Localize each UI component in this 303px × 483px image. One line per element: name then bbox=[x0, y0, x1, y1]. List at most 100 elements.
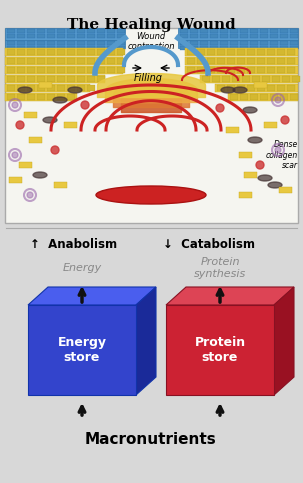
Bar bbox=[220, 41, 228, 45]
Bar bbox=[237, 49, 245, 55]
Bar bbox=[87, 41, 95, 45]
Bar bbox=[279, 187, 292, 193]
Bar bbox=[287, 67, 295, 73]
Bar bbox=[67, 49, 75, 55]
Bar bbox=[57, 49, 65, 55]
Bar bbox=[197, 58, 205, 64]
Bar bbox=[282, 76, 290, 82]
Bar bbox=[280, 94, 288, 100]
Bar bbox=[107, 41, 115, 45]
Bar bbox=[97, 67, 105, 73]
Bar bbox=[277, 58, 285, 64]
Bar bbox=[250, 94, 258, 100]
Bar bbox=[7, 41, 15, 45]
Bar bbox=[77, 67, 85, 73]
Bar bbox=[67, 34, 75, 38]
Bar bbox=[37, 49, 45, 55]
Bar bbox=[7, 46, 15, 50]
Bar bbox=[57, 29, 65, 33]
Bar bbox=[97, 58, 105, 64]
Bar bbox=[260, 46, 268, 50]
Bar bbox=[187, 67, 195, 73]
Bar bbox=[210, 41, 218, 45]
Bar bbox=[67, 76, 75, 82]
Bar bbox=[47, 58, 55, 64]
Bar bbox=[47, 41, 55, 45]
Bar bbox=[64, 122, 77, 128]
Bar bbox=[97, 29, 105, 33]
Bar bbox=[17, 34, 25, 38]
Bar bbox=[27, 94, 35, 100]
Bar bbox=[237, 67, 245, 73]
Bar bbox=[107, 34, 115, 38]
Bar bbox=[57, 46, 65, 50]
Bar bbox=[210, 29, 218, 33]
Bar bbox=[5, 28, 298, 223]
Bar bbox=[5, 66, 123, 74]
Bar bbox=[17, 85, 25, 91]
Bar bbox=[27, 34, 35, 38]
Bar bbox=[267, 85, 275, 91]
Bar bbox=[267, 49, 275, 55]
Bar bbox=[240, 94, 248, 100]
Bar bbox=[5, 40, 125, 48]
Bar bbox=[178, 28, 298, 40]
Bar bbox=[257, 67, 265, 73]
Bar bbox=[37, 76, 45, 82]
Bar bbox=[200, 29, 208, 33]
Bar bbox=[264, 122, 277, 128]
Text: Energy
store: Energy store bbox=[58, 336, 106, 364]
Bar bbox=[5, 28, 125, 40]
Bar bbox=[210, 34, 218, 38]
Bar bbox=[57, 94, 65, 100]
Bar bbox=[185, 57, 298, 65]
Bar bbox=[37, 94, 45, 100]
Bar bbox=[287, 85, 295, 91]
Bar bbox=[29, 137, 42, 143]
Bar bbox=[220, 34, 228, 38]
Bar bbox=[230, 29, 238, 33]
Text: Protein
store: Protein store bbox=[195, 336, 245, 364]
Text: Macronutrients: Macronutrients bbox=[85, 432, 217, 448]
Bar bbox=[87, 67, 95, 73]
Bar bbox=[180, 29, 188, 33]
Bar bbox=[87, 76, 95, 82]
Ellipse shape bbox=[268, 182, 282, 188]
Circle shape bbox=[12, 102, 18, 108]
Bar bbox=[57, 67, 65, 73]
Bar bbox=[227, 67, 235, 73]
Bar bbox=[117, 49, 125, 55]
Bar bbox=[7, 67, 15, 73]
Bar bbox=[67, 94, 75, 100]
Bar bbox=[27, 29, 35, 33]
Bar bbox=[239, 152, 252, 158]
Bar bbox=[190, 29, 198, 33]
Bar bbox=[24, 112, 37, 118]
Bar bbox=[97, 41, 105, 45]
Bar bbox=[267, 58, 275, 64]
Circle shape bbox=[256, 161, 264, 169]
Bar bbox=[54, 182, 67, 188]
Bar bbox=[250, 41, 258, 45]
Circle shape bbox=[275, 97, 281, 103]
Bar bbox=[17, 46, 25, 50]
Bar bbox=[270, 94, 278, 100]
Bar bbox=[270, 41, 278, 45]
Bar bbox=[27, 49, 35, 55]
Bar bbox=[260, 94, 268, 100]
Bar bbox=[17, 49, 25, 55]
Bar bbox=[230, 34, 238, 38]
Bar bbox=[280, 34, 288, 38]
Bar bbox=[5, 57, 123, 65]
Bar bbox=[250, 29, 258, 33]
Bar bbox=[37, 41, 45, 45]
Bar bbox=[37, 85, 45, 91]
Bar bbox=[47, 29, 55, 33]
Bar bbox=[290, 41, 298, 45]
Bar bbox=[178, 40, 298, 48]
Bar bbox=[37, 34, 45, 38]
Bar bbox=[277, 67, 285, 73]
Bar bbox=[287, 49, 295, 55]
Bar bbox=[87, 85, 95, 91]
Bar bbox=[77, 85, 85, 91]
